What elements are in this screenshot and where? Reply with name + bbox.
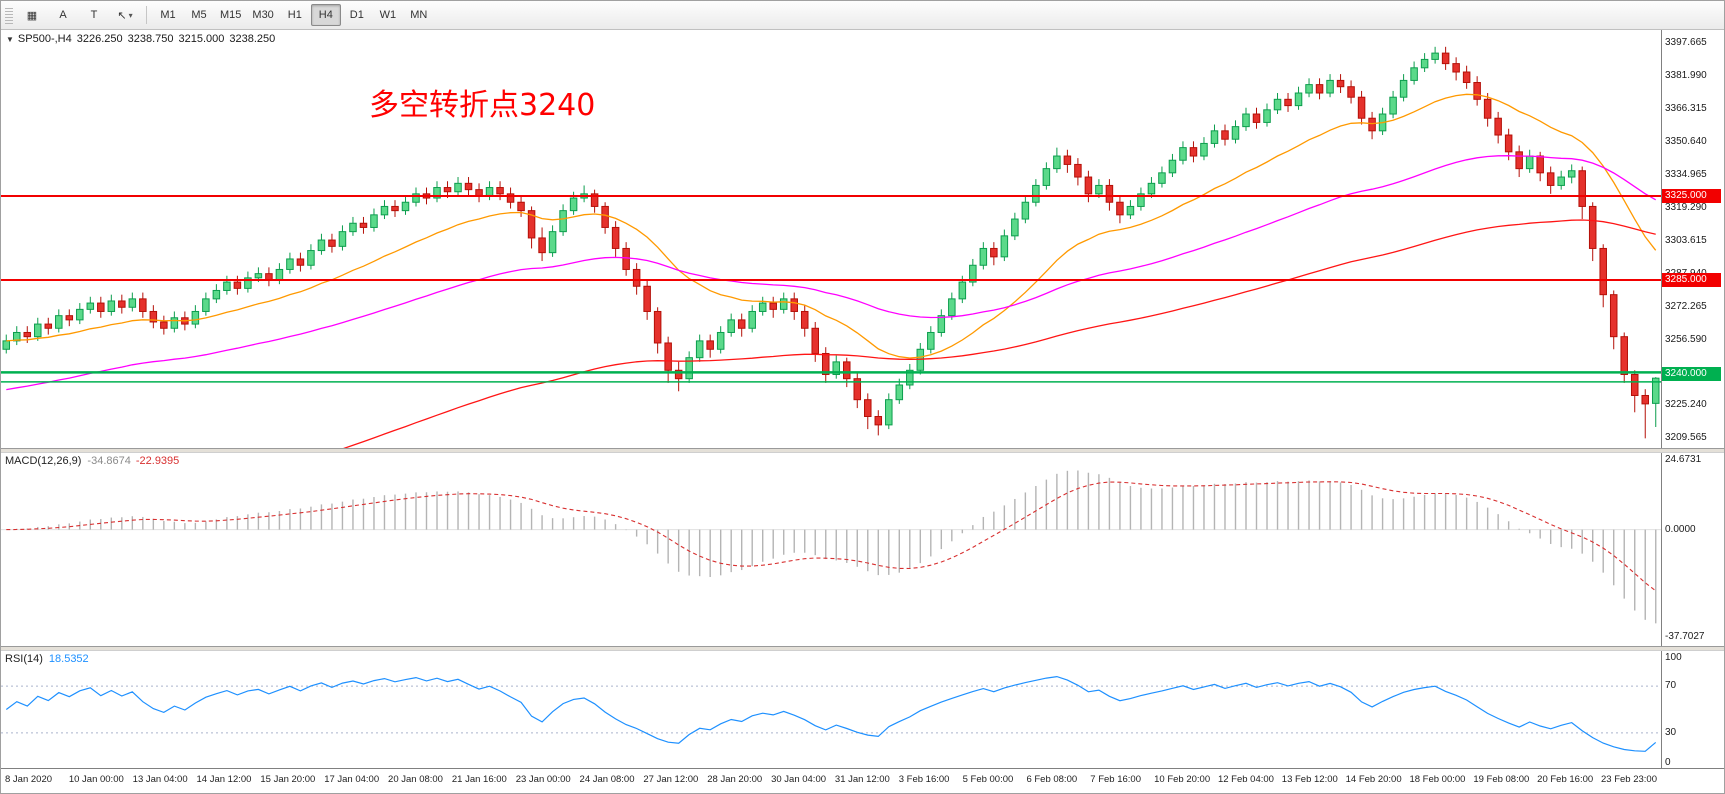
- rsi-value: 18.5352: [48, 653, 89, 665]
- time-axis-label: 6 Feb 08:00: [1026, 774, 1078, 785]
- timeframe-button-h4[interactable]: H4: [310, 4, 341, 26]
- timeframe-button-h1[interactable]: H1: [287, 9, 302, 21]
- macd-name: MACD(12,26,9): [5, 455, 82, 467]
- time-axis-label: 3 Feb 16:00: [898, 774, 950, 785]
- price-annotation: 多空转折点3240: [369, 88, 596, 123]
- timeframe-button-m1[interactable]: M1: [160, 9, 176, 21]
- arrow-tool-button[interactable]: A: [59, 9, 67, 21]
- timeframe-button-m30[interactable]: M30: [252, 9, 274, 21]
- price-line-badge: 3240.000: [1662, 367, 1721, 382]
- chart-header: ▼ SP500-,H4 3226.250 3238.750 3215.000 3238.2…: [6, 33, 280, 45]
- rsi-axis-label: 70: [1665, 680, 1677, 692]
- toolbar: ▦ A T ↖ ▾ M1 M5 M15 M30 H1 H4 D1 W1 MN: [1, 1, 1724, 30]
- price-axis-label: 3381.990: [1665, 70, 1707, 82]
- price-axis-label: 3303.615: [1665, 234, 1707, 246]
- cursor-tool-button[interactable]: ↖ ▾: [117, 9, 133, 22]
- time-axis-label: 13 Jan 04:00: [132, 774, 188, 785]
- chart-collapse-icon[interactable]: ▼: [6, 35, 14, 44]
- macd-axis-label: 0.0000: [1665, 523, 1696, 535]
- macd-label: MACD(12,26,9) -34.8674 -22.9395: [5, 455, 179, 467]
- timeframe-button-m5[interactable]: M5: [191, 9, 207, 21]
- grid-handle-button[interactable]: ▦: [26, 9, 38, 22]
- time-axis-label: 14 Jan 12:00: [196, 774, 252, 785]
- quote-close: 3238.250: [229, 33, 276, 45]
- timeframe-group: M1 M5 M15 M30 H1 H4 D1 W1 MN: [153, 4, 434, 26]
- price-axis-label: 3319.290: [1665, 201, 1707, 213]
- macd-signal-value: -22.9395: [135, 455, 180, 467]
- time-axis-label: 10 Feb 20:00: [1154, 774, 1211, 785]
- time-axis-label: 7 Feb 16:00: [1090, 774, 1141, 785]
- price-line-badge: 3285.000: [1662, 272, 1721, 287]
- time-axis-label: 14 Feb 20:00: [1345, 774, 1402, 785]
- price-axis-label: 3256.590: [1665, 333, 1707, 345]
- time-axis-label: 28 Jan 20:00: [707, 774, 763, 785]
- time-axis-label: 21 Jan 16:00: [451, 774, 507, 785]
- timeframe-button-d1[interactable]: D1: [349, 9, 364, 21]
- price-axis[interactable]: 3397.665 3381.990 3366.315 3350.640 3334.965…: [1661, 30, 1724, 448]
- main-chart-panel: ▼ SP500-,H4 3226.250 3238.750 3215.000 3238.2…: [1, 30, 1724, 448]
- timeframe-button-w1[interactable]: W1: [379, 9, 397, 21]
- text-tool-button[interactable]: T: [90, 9, 98, 21]
- rsi-axis-label: 100: [1665, 652, 1682, 663]
- rsi-panel: RSI(14) 18.5352 100 70 30 0: [1, 651, 1724, 768]
- symbol-period-label: SP500-,H4: [17, 33, 72, 45]
- rsi-axis-label: 30: [1665, 726, 1677, 738]
- time-axis-label: 8 Jan 2020: [5, 774, 53, 785]
- time-axis-label: 23 Jan 00:00: [515, 774, 571, 785]
- macd-main-value: -34.8674: [87, 455, 131, 467]
- rsi-label: RSI(14) 18.5352: [5, 653, 89, 665]
- time-axis-label: 18 Feb 00:00: [1409, 774, 1466, 785]
- rsi-plot[interactable]: RSI(14) 18.5352: [1, 651, 1661, 768]
- time-axis-label: 24 Jan 08:00: [579, 774, 635, 785]
- macd-plot[interactable]: MACD(12,26,9) -34.8674 -22.9395: [1, 453, 1661, 646]
- quote-low: 3215.000: [178, 33, 225, 45]
- panel-splitter-rsi[interactable]: [1, 646, 1724, 651]
- price-axis-label: 3366.315: [1665, 103, 1707, 115]
- macd-axis-label: -37.7027: [1665, 630, 1705, 642]
- price-axis-label: 3209.565: [1665, 432, 1707, 444]
- quote-open: 3226.250: [76, 33, 123, 45]
- time-axis-label: 31 Jan 12:00: [834, 774, 890, 785]
- time-axis-label: 23 Feb 23:00: [1601, 774, 1657, 785]
- panel-splitter-macd[interactable]: [1, 448, 1724, 453]
- quote-high: 3238.750: [127, 33, 174, 45]
- toolbar-grip-handle[interactable]: [5, 6, 13, 24]
- time-axis-label: 13 Feb 12:00: [1281, 774, 1338, 785]
- time-axis[interactable]: 8 Jan 2020 10 Jan 00:00 13 Jan 04:00 14 Jan…: [1, 768, 1724, 793]
- tool-button-group: ▦ A T ↖ ▾: [17, 4, 140, 26]
- chevron-down-icon: ▾: [128, 10, 133, 20]
- timeframe-button-mn[interactable]: MN: [410, 9, 428, 21]
- macd-panel: MACD(12,26,9) -34.8674 -22.9395 24.6731 0.0…: [1, 453, 1724, 646]
- price-line-badge: 3325.000: [1662, 188, 1721, 203]
- toolbar-separator: [146, 6, 147, 24]
- price-axis-label: 3272.265: [1665, 300, 1707, 312]
- rsi-name: RSI(14): [5, 653, 43, 665]
- rsi-axis-label: 0: [1665, 757, 1671, 768]
- time-axis-label: 10 Jan 00:00: [68, 774, 124, 785]
- macd-axis[interactable]: 24.6731 0.0000 -37.7027: [1661, 453, 1724, 646]
- time-axis-label: 17 Jan 04:00: [324, 774, 380, 785]
- time-axis-label: 20 Jan 08:00: [388, 774, 443, 785]
- time-axis-label: 12 Feb 04:00: [1217, 774, 1274, 785]
- rsi-axis[interactable]: 100 70 30 0: [1661, 651, 1724, 768]
- price-axis-label: 3334.965: [1665, 169, 1707, 180]
- timeframe-button-m15[interactable]: M15: [220, 9, 242, 21]
- main-plot[interactable]: ▼ SP500-,H4 3226.250 3238.750 3215.000 3238.2…: [1, 30, 1661, 448]
- time-axis-label: 27 Jan 12:00: [643, 774, 699, 785]
- time-axis-label: 5 Feb 00:00: [962, 774, 1014, 785]
- time-axis-label: 19 Feb 08:00: [1473, 774, 1530, 785]
- price-axis-label: 3350.640: [1665, 136, 1707, 148]
- time-axis-label: 20 Feb 16:00: [1537, 774, 1594, 785]
- time-axis-label: 30 Jan 04:00: [771, 774, 827, 785]
- price-axis-label: 3397.665: [1665, 37, 1707, 49]
- time-axis-label: 15 Jan 20:00: [260, 774, 316, 785]
- price-axis-label: 3225.240: [1665, 399, 1707, 411]
- macd-axis-label: 24.6731: [1665, 454, 1702, 465]
